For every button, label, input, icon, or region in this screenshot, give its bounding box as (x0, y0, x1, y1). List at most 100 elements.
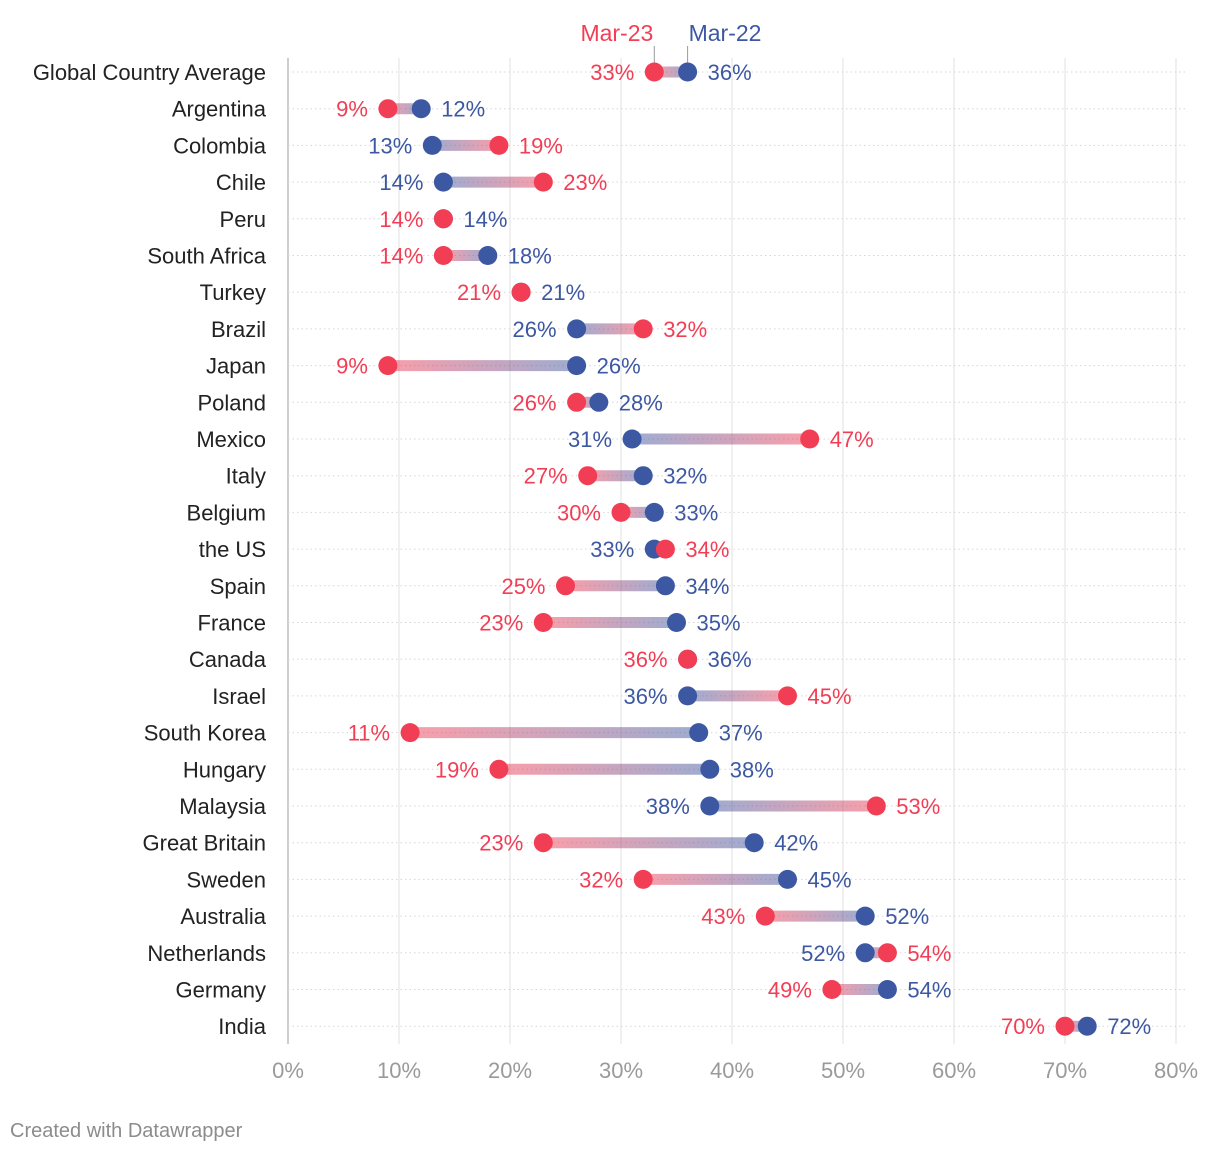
legend-label-mar22: Mar-22 (689, 20, 762, 46)
country-label: Chile (216, 170, 266, 195)
value-label-mar22: 38% (730, 757, 774, 782)
x-tick-label: 0% (272, 1058, 304, 1083)
dot-mar22 (633, 466, 653, 486)
value-label-mar22: 42% (774, 831, 818, 856)
x-tick-label: 80% (1154, 1058, 1198, 1083)
dot-mar23 (489, 759, 509, 779)
value-label-mar22: 33% (590, 537, 634, 562)
value-label-mar22: 54% (907, 978, 951, 1003)
dot-mar23 (866, 796, 886, 816)
value-label-mar22: 33% (674, 500, 718, 525)
value-label-mar23: 36% (624, 647, 668, 672)
value-label-mar23: 32% (663, 317, 707, 342)
x-tick-label: 70% (1043, 1058, 1087, 1083)
dot-mar23 (433, 209, 453, 229)
value-label-mar22: 32% (663, 464, 707, 489)
value-label-mar23: 23% (563, 170, 607, 195)
value-label-mar22: 37% (719, 721, 763, 746)
dot-mar23 (378, 356, 398, 376)
dot-mar22 (422, 135, 442, 155)
country-label: Malaysia (179, 794, 267, 819)
value-label-mar23: 23% (479, 611, 523, 636)
value-label-mar23: 14% (379, 207, 423, 232)
country-label: Global Country Average (33, 60, 266, 85)
dot-mar22 (622, 429, 642, 449)
country-label: Mexico (196, 427, 266, 452)
dot-mar23 (489, 135, 509, 155)
dot-mar23 (755, 906, 775, 926)
country-label: Brazil (211, 317, 266, 342)
dot-mar22 (700, 759, 720, 779)
value-label-mar23: 34% (685, 537, 729, 562)
value-label-mar22: 14% (463, 207, 507, 232)
value-label-mar22: 13% (368, 133, 412, 158)
dot-mar23 (611, 502, 631, 522)
legend: Mar-23 Mar-22 (580, 20, 761, 63)
dot-mar23 (678, 649, 698, 669)
value-label-mar23: 33% (590, 60, 634, 85)
country-label: Colombia (173, 133, 267, 158)
dot-mar22 (678, 62, 698, 82)
value-label-mar23: 25% (501, 574, 545, 599)
value-label-mar22: 52% (885, 904, 929, 929)
dot-mar22 (667, 613, 686, 632)
value-label-mar22: 12% (441, 97, 485, 122)
country-label: Hungary (183, 757, 266, 782)
dot-mar22 (744, 833, 764, 853)
dot-mar22 (700, 796, 720, 816)
country-label: India (218, 1014, 266, 1039)
dot-mar23 (633, 319, 653, 339)
dot-mar23 (778, 686, 797, 706)
value-label-mar23: 21% (457, 280, 501, 305)
country-label: Turkey (200, 280, 266, 305)
dot-mar23 (822, 980, 842, 999)
value-label-mar23: 70% (1001, 1014, 1045, 1039)
value-label-mar23: 9% (336, 97, 368, 122)
x-tick-label: 50% (821, 1058, 865, 1083)
value-label-mar23: 53% (896, 794, 940, 819)
value-label-mar22: 45% (808, 867, 852, 892)
value-label-mar22: 18% (508, 244, 552, 269)
value-label-mar22: 36% (708, 647, 752, 672)
value-label-mar22: 34% (685, 574, 729, 599)
dot-mar22 (644, 502, 664, 522)
dot-mar23 (1055, 1016, 1075, 1036)
dot-mar22 (678, 686, 698, 706)
country-label: Italy (226, 464, 266, 489)
legend-label-mar23: Mar-23 (580, 20, 653, 46)
value-label-mar22: 14% (379, 170, 423, 195)
country-label: France (198, 611, 266, 636)
value-label-mar23: 30% (557, 500, 601, 525)
dot-mar23 (533, 172, 553, 192)
x-axis-ticks: 0% 10% 20% 30% 40% 50% 60% 70% 80% (272, 1058, 1198, 1083)
value-label-mar22: 26% (597, 354, 641, 379)
dot-mar22 (567, 356, 587, 376)
value-label-mar23: 27% (524, 464, 568, 489)
dot-mar23 (655, 539, 675, 559)
x-tick-label: 30% (599, 1058, 643, 1083)
dot-mar23 (578, 466, 598, 486)
value-label-mar23: 47% (830, 427, 874, 452)
value-label-mar23: 19% (435, 757, 479, 782)
value-label-mar22: 38% (646, 794, 690, 819)
dot-mar23 (433, 246, 453, 265)
value-label-mar22: 36% (708, 60, 752, 85)
value-label-mar22: 36% (624, 684, 668, 709)
dot-mar23 (378, 99, 398, 119)
country-label: Argentina (172, 97, 267, 122)
country-label: Great Britain (143, 831, 267, 856)
value-label-mar23: 14% (379, 244, 423, 269)
value-label-mar23: 11% (348, 721, 390, 746)
value-label-mar23: 43% (701, 904, 745, 929)
dot-mar22 (478, 246, 498, 265)
dot-mar23 (800, 429, 820, 449)
country-label: Sweden (186, 867, 266, 892)
dot-mar22 (855, 906, 875, 926)
dot-mar22 (689, 723, 709, 743)
country-label: Israel (212, 684, 266, 709)
value-label-mar23: 19% (519, 133, 563, 158)
value-label-mar22: 35% (697, 611, 741, 636)
dot-mar23 (533, 613, 553, 632)
country-label: Peru (220, 207, 266, 232)
x-tick-label: 60% (932, 1058, 976, 1083)
